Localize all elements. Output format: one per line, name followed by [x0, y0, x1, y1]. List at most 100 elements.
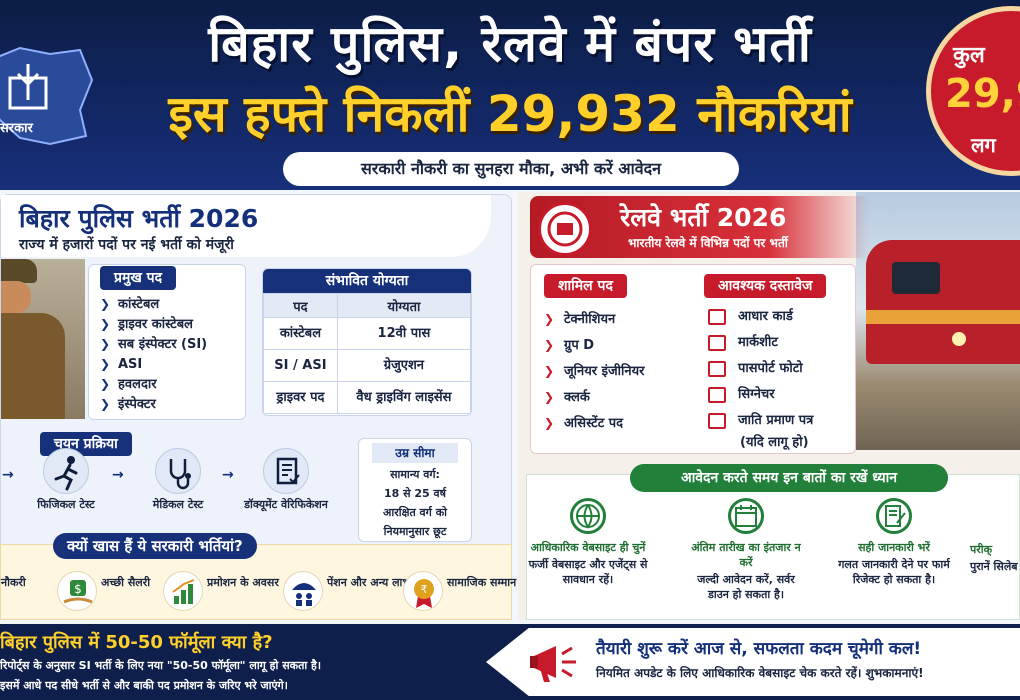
chevron-right-icon: ❯ — [544, 416, 555, 430]
doc-label: आधार कार्ड — [738, 309, 793, 324]
police-cap-icon — [1, 259, 37, 283]
chevron-right-icon: ❯ — [544, 364, 555, 378]
table-cell: ग्रेजुएशन — [336, 349, 471, 382]
motivation-title: तैयारी शुरू करें आज से, सफलता कदम चूमेगी… — [596, 639, 922, 659]
indian-railways-logo-icon — [538, 202, 592, 256]
list-item: ❯ कांस्टेबल — [100, 294, 207, 314]
list-item: ❯ हवलदार — [100, 374, 207, 394]
svg-text:$: $ — [74, 582, 82, 596]
id-card-icon — [708, 308, 726, 325]
headline-line-1: बिहार पुलिस, रेलवे में बंपर भर्ती — [208, 15, 812, 73]
tip-description: गलत जानकारी देने पर फार्म रिजेक्ट हो सकत… — [838, 558, 950, 586]
selection-steps: → फिजिकल टेस्ट → मेडिकल टेस्ट → डॉक्यूमे… — [0, 448, 350, 538]
application-tips-section — [526, 474, 1020, 620]
why-item-label: सामाजिक सम्मान — [447, 576, 517, 589]
table-row: कांस्टेबल 12वी पास — [263, 317, 471, 350]
railway-title: रेलवे भर्ती 2026 — [620, 203, 787, 232]
table-header: पद — [263, 293, 338, 318]
motivation-subtitle: नियमित अपडेट के लिए आधिकारिक वेबसाइट चेक… — [596, 666, 924, 680]
why-item-label: अच्छी सैलरी — [101, 576, 151, 589]
railway-posts-tag: शामिल पद — [544, 274, 627, 298]
age-limit-title: उम्र सीमा — [372, 443, 458, 463]
table-cell: ड्राइवर पद — [263, 381, 338, 414]
chevron-right-icon: ❯ — [544, 338, 555, 352]
age-line: सामान्य वर्ग: — [390, 468, 440, 481]
form-edit-icon — [876, 498, 912, 534]
chevron-right-icon: ❯ — [544, 312, 555, 326]
why-item: पेंशन और अन्य लाभ — [283, 567, 410, 613]
table-cell: कांस्टेबल — [263, 317, 338, 350]
doc-label: सिग्नेचर — [738, 387, 775, 402]
step-physical: फिजिकल टेस्ट — [16, 448, 116, 512]
growth-chart-icon — [163, 571, 203, 611]
police-posts-list: ❯ कांस्टेबल ❯ ड्राइवर कांस्टेबल ❯ सब इंस्पे… — [100, 294, 207, 414]
police-posts-tag: प्रमुख पद — [100, 266, 177, 290]
running-icon — [43, 448, 89, 494]
tip-item: अंतिम तारीख का इंतजार न करें जल्दी आवेदन… — [686, 498, 806, 602]
table-row: SI / ASI ग्रेजुएशन — [263, 349, 471, 382]
railway-post-label: क्लर्क — [564, 390, 590, 405]
tip-heading: सही जानकारी भरें — [858, 541, 930, 554]
why-item: $ अच्छी सैलरी — [57, 567, 157, 613]
railway-docs-tag: आवश्यक दस्तावेज — [704, 274, 827, 298]
chevron-right-icon: ❯ — [100, 337, 111, 351]
list-item: जाति प्रमाण पत्र — [708, 408, 813, 434]
why-item: नौकरी — [1, 567, 51, 613]
police-posts-card — [88, 264, 246, 420]
police-post-label: ड्राइवर कांस्टेबल — [118, 317, 193, 332]
tip-item: परीक् पुरानें सिलेब — [970, 498, 1020, 574]
logo-text: सरकार — [0, 121, 33, 136]
police-post-label: सब इंस्पेक्टर (SI) — [118, 337, 208, 352]
list-item: सिग्नेचर — [708, 382, 813, 408]
chevron-right-icon: ❯ — [100, 297, 111, 311]
bihar-map-icon — [0, 46, 94, 146]
railway-post-label: ग्रुप D — [564, 338, 595, 353]
table-row: ड्राइवर पद वैध ड्राइविंग लाइसेंस — [263, 381, 471, 414]
list-item: मार्कशीट — [708, 330, 813, 356]
umbrella-family-icon — [283, 571, 323, 611]
step-label: मेडिकल टेस्ट — [152, 498, 204, 511]
police-post-label: हवलदार — [118, 377, 157, 392]
medal-icon: ₹ — [403, 571, 443, 611]
list-item: ❯ इंस्पेक्टर — [100, 394, 207, 414]
doc-label: जाति प्रमाण पत्र — [738, 413, 814, 428]
chevron-right-icon: ❯ — [544, 390, 555, 404]
why-special-title: क्यों खास हैं ये सरकारी भर्तियां? — [53, 533, 257, 559]
tip-heading: अंतिम तारीख का इंतजार न करें — [691, 541, 801, 569]
table-cell: SI / ASI — [263, 349, 338, 382]
why-item: प्रमोशन के अवसर — [163, 567, 279, 613]
step-label: डॉक्यूमेंट वेरिफिकेशन — [244, 498, 328, 511]
table-cell: वैध ड्राइविंग लाइसेंस — [336, 381, 471, 414]
police-post-label: कांस्टेबल — [118, 297, 160, 312]
tip-description: जल्दी आवेदन करें, सर्वर डाउन हो सकता है। — [697, 573, 795, 601]
why-item-label: नौकरी — [1, 576, 26, 589]
total-jobs-badge: कुल 29,9 लग — [926, 6, 1020, 176]
formula-footer: बिहार पुलिस में 50-50 फॉर्मूला क्या है? … — [0, 624, 512, 700]
salary-icon: $ — [57, 571, 97, 611]
badge-line-3: लग — [971, 133, 996, 157]
globe-icon — [570, 498, 606, 534]
photo-icon — [708, 360, 726, 377]
table-header: योग्यता — [336, 293, 471, 318]
police-post-label: इंस्पेक्टर — [118, 397, 156, 412]
formula-line-2: इसमें आधे पद सीधे भर्ती से और बाकी पद प्… — [0, 679, 288, 692]
train-image — [856, 192, 1020, 450]
railway-post-label: जूनियर इंजीनियर — [564, 364, 645, 379]
railway-subtitle: भारतीय रेलवे में विभिन्न पदों पर भर्ती — [628, 236, 788, 250]
table-cell: 12वी पास — [336, 317, 471, 350]
step-medical: मेडिकल टेस्ट — [128, 448, 228, 512]
marksheet-icon — [708, 334, 726, 351]
stethoscope-icon — [155, 448, 201, 494]
why-item-label: पेंशन और अन्य लाभ — [327, 576, 411, 589]
tip-description: फर्जी वेबसाइट और एजेंट्स से सावधान रहें। — [528, 558, 648, 586]
police-officer-image — [1, 259, 85, 419]
list-item: ❯ असिस्टेंट पद — [544, 410, 644, 436]
headline-line-2: इस हफ्ते निकलीं 29,932 नौकरियां — [168, 85, 852, 143]
age-line: नियमानुसार छूट — [383, 525, 447, 538]
railway-post-label: असिस्टेंट पद — [564, 416, 624, 431]
subtitle-pill: सरकारी नौकरी का सुनहरा मौका, अभी करें आव… — [283, 152, 739, 186]
doc-note: (यदि लागू हो) — [740, 435, 809, 450]
why-item: ₹ सामाजिक सम्मान — [403, 567, 517, 613]
tip-heading: आधिकारिक वेबसाइट ही चुनें — [530, 541, 646, 554]
arrow-right-icon: → — [112, 467, 124, 483]
